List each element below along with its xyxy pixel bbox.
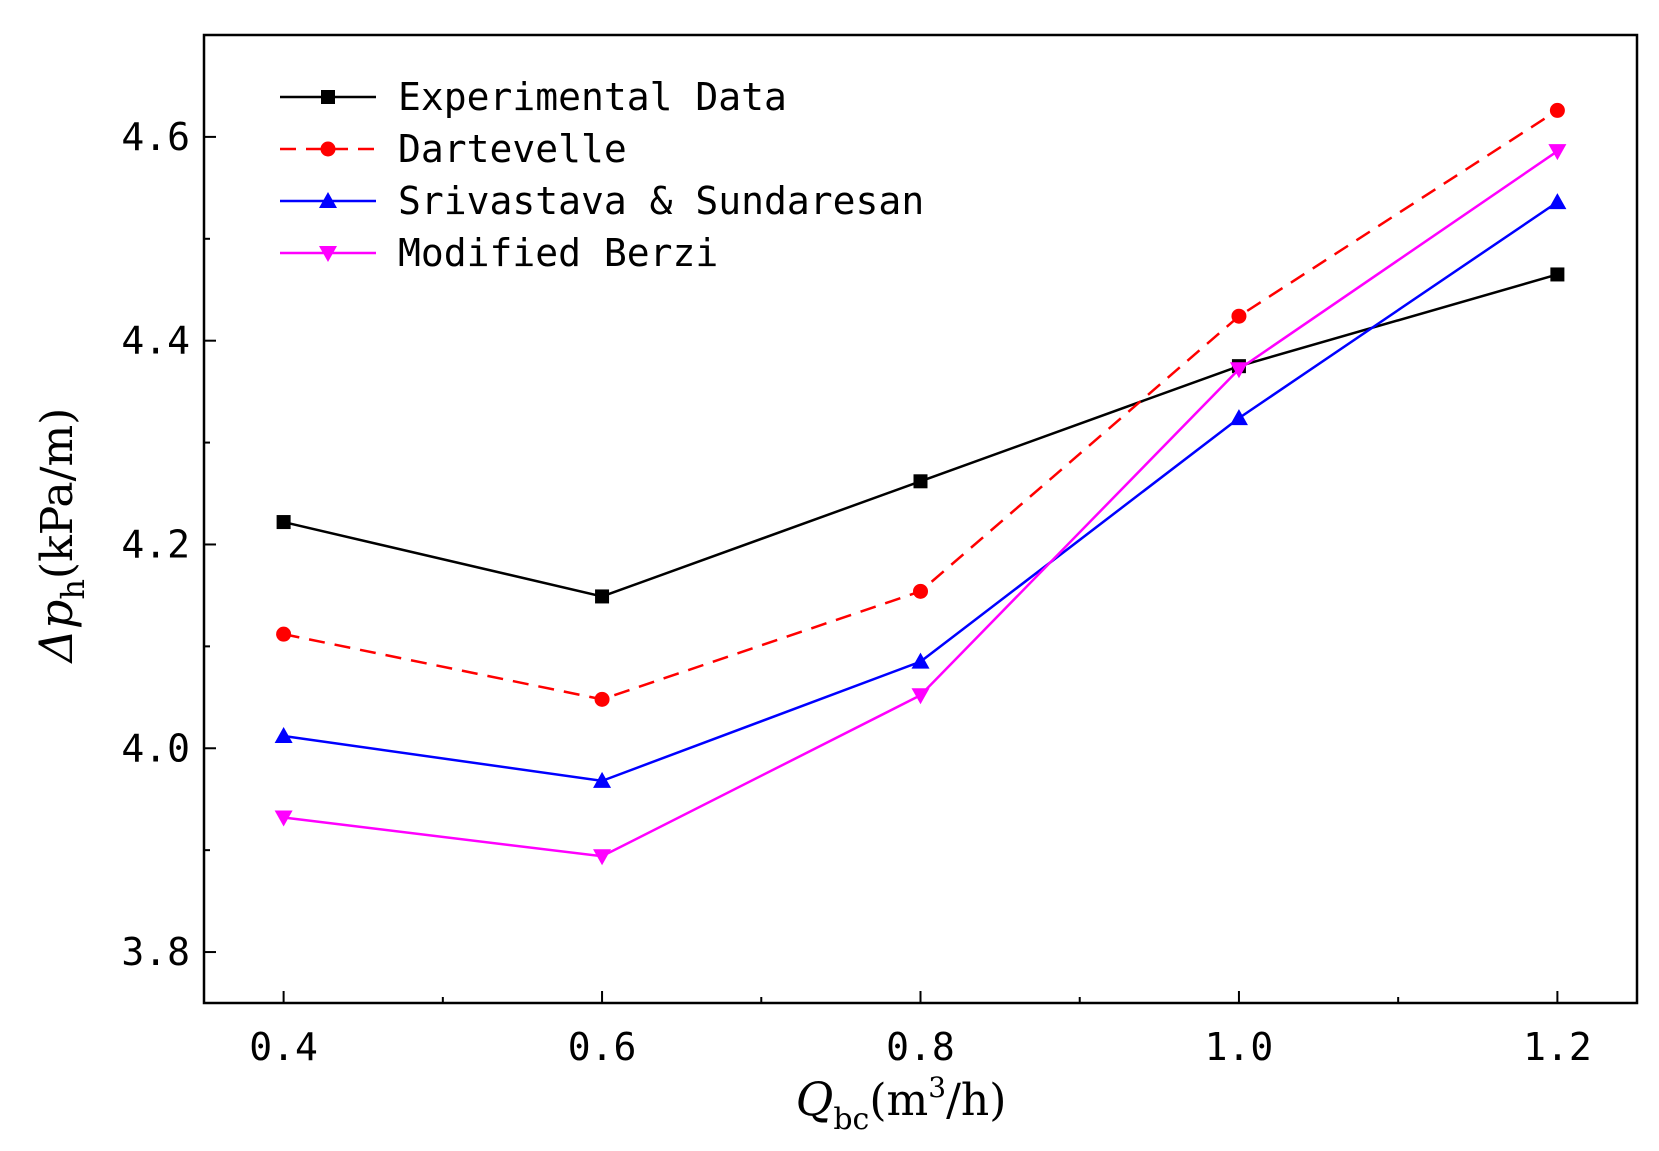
data-point: [593, 771, 612, 788]
y-axis-subscript: h: [54, 579, 92, 600]
y-axis-title: Δph(kPa/m): [29, 408, 92, 665]
legend-entry: Modified Berzi: [280, 231, 718, 275]
data-point: [911, 688, 930, 705]
data-point: [593, 849, 612, 866]
data-point: [1231, 308, 1247, 324]
data-point: [595, 589, 610, 604]
data-point: [594, 691, 610, 707]
series-line: [283, 273, 1558, 598]
x-axis-subscript: bc: [833, 1102, 869, 1137]
x-tick-label: 1.2: [1523, 1025, 1592, 1069]
y-tick-label: 3.8: [121, 930, 190, 974]
x-axis-title: Qbc(m3/h): [796, 1071, 1007, 1137]
x-tick-label: 1.0: [1205, 1025, 1274, 1069]
y-tick-label: 4.4: [121, 319, 190, 363]
legend-label: Experimental Data: [398, 75, 787, 119]
legend-entry: Experimental Data: [280, 75, 787, 119]
axes: 0.4 0.6 0.8 1.0 1.2 3.8 4.0 4.2 4.4 4.6: [121, 33, 1639, 1069]
x-axis-unit-prefix: (m: [869, 1075, 928, 1126]
legend-marker: [320, 141, 336, 157]
x-axis-symbol: Q: [796, 1072, 834, 1126]
x-axis-unit-suffix: /h): [946, 1075, 1006, 1126]
y-tick-label: 4.2: [121, 522, 190, 566]
series-2: [274, 193, 1567, 788]
legend-marker: [319, 192, 337, 208]
series-1: [276, 102, 1565, 707]
data-point: [276, 626, 292, 642]
data-point: [913, 474, 928, 489]
legend-label: Srivastava & Sundaresan: [398, 179, 924, 223]
data-point: [913, 583, 928, 599]
series-3: [274, 144, 1567, 866]
data-point: [276, 515, 291, 530]
x-tick-label: 0.4: [249, 1025, 318, 1069]
legend-label: Dartevelle: [398, 127, 627, 171]
legend-label: Modified Berzi: [398, 231, 718, 275]
data-point: [1548, 144, 1567, 161]
legend-marker: [319, 246, 337, 262]
y-axis-unit: (kPa/m): [32, 408, 83, 579]
legend-marker: [321, 90, 335, 104]
legend: Experimental Data Dartevelle Srivastava & …: [280, 75, 924, 275]
data-point: [1548, 193, 1567, 210]
x-tick-label: 0.8: [886, 1025, 955, 1069]
y-axis-symbol: Δp: [29, 600, 83, 665]
y-tick-label: 4.6: [121, 115, 190, 159]
legend-entry: Dartevelle: [280, 127, 627, 171]
data-point: [1549, 102, 1565, 118]
series-layer: [274, 102, 1567, 866]
data-point: [1229, 362, 1248, 379]
data-point: [1229, 409, 1248, 426]
x-tick-label: 0.6: [568, 1025, 637, 1069]
legend-entry: Srivastava & Sundaresan: [280, 179, 924, 223]
x-axis-unit-sup: 3: [928, 1071, 946, 1104]
data-point: [1550, 267, 1565, 282]
y-tick-label: 4.0: [121, 726, 190, 770]
series-0: [276, 267, 1565, 604]
data-point: [911, 652, 930, 669]
data-point: [274, 727, 293, 744]
data-point: [274, 810, 293, 827]
